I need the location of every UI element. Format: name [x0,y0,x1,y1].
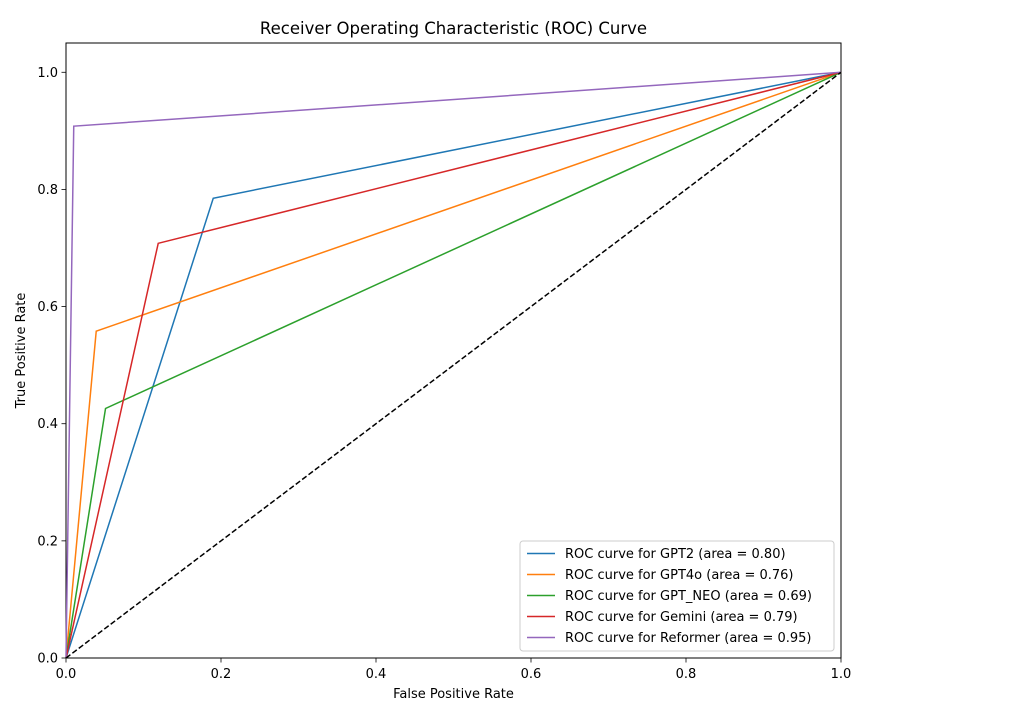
reference-diagonal-line [65,71,842,659]
x-tick-label: 0.2 [211,667,232,682]
series-line-1 [65,71,842,659]
legend-label-5: ROC curve for Reformer (area = 0.95) [565,631,812,646]
series-line-4 [65,71,842,659]
legend-label-2: ROC curve for GPT4o (area = 0.76) [565,568,793,583]
legend-label-3: ROC curve for GPT_NEO (area = 0.69) [565,589,812,604]
series-line-2 [65,71,842,659]
y-axis: 0.0 0.2 0.4 0.6 0.8 1.0 [37,66,66,667]
y-tick-label: 1.0 [37,66,58,81]
chart-title: Receiver Operating Characteristic (ROC) … [260,19,647,38]
x-axis-label: False Positive Rate [393,687,514,702]
x-axis: 0.0 0.2 0.4 0.6 0.8 1.0 [56,658,852,682]
x-tick-label: 0.8 [676,667,697,682]
legend-frame [519,540,835,652]
series-layer [65,71,842,659]
x-tick-label: 0.0 [56,667,77,682]
series-line-3 [65,71,842,659]
plot-area [65,42,842,659]
y-tick-label: 0.8 [37,183,58,198]
y-tick-label: 0.6 [37,300,58,315]
legend: ROC curve for GPT2 (area = 0.80) ROC curv… [519,540,835,652]
x-tick-label: 0.4 [366,667,387,682]
legend-label-1: ROC curve for GPT2 (area = 0.80) [565,547,786,562]
series-line-5 [65,71,842,659]
x-tick-label: 1.0 [831,667,852,682]
y-tick-label: 0.2 [37,534,58,549]
x-tick-label: 0.6 [521,667,542,682]
y-tick-label: 0.4 [37,417,58,432]
y-axis-label: True Positive Rate [14,293,29,410]
plot-frame [65,42,842,659]
y-tick-label: 0.0 [37,652,58,667]
legend-label-4: ROC curve for Gemini (area = 0.79) [565,610,798,625]
